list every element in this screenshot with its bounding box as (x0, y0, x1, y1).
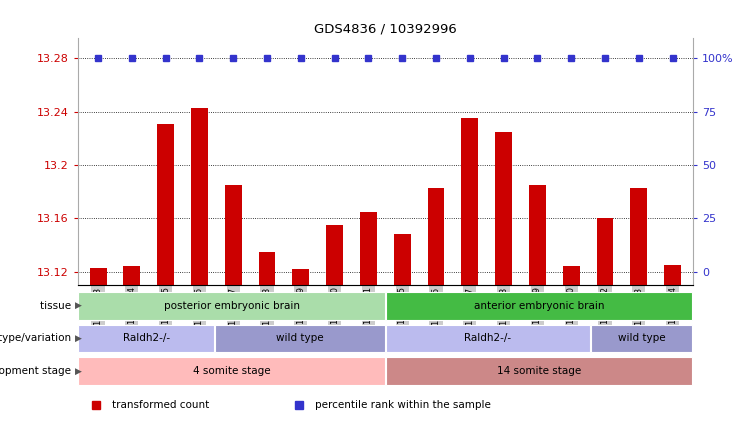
Bar (393, 234, 411, 285)
Bar (631, 188, 647, 285)
Text: 4 somite stage: 4 somite stage (193, 366, 270, 376)
Bar (124, 266, 140, 285)
Text: posterior embryonic brain: posterior embryonic brain (164, 301, 299, 311)
Text: Raldh2-/-: Raldh2-/- (122, 333, 170, 343)
Bar (360, 212, 377, 285)
Text: 14 somite stage: 14 somite stage (497, 366, 581, 376)
Text: ▶: ▶ (75, 334, 82, 343)
Bar (326, 225, 343, 285)
Bar (529, 185, 546, 285)
Text: development stage: development stage (0, 366, 74, 376)
Title: GDS4836 / 10392996: GDS4836 / 10392996 (314, 22, 456, 36)
Text: percentile rank within the sample: percentile rank within the sample (315, 400, 491, 410)
Bar (90, 268, 107, 285)
Text: ▶: ▶ (75, 366, 82, 376)
FancyBboxPatch shape (79, 325, 214, 352)
Bar (562, 266, 579, 285)
Text: anterior embryonic brain: anterior embryonic brain (473, 301, 605, 311)
Text: ▶: ▶ (75, 301, 82, 310)
Text: transformed count: transformed count (112, 400, 209, 410)
Text: tissue: tissue (40, 301, 74, 311)
Bar (495, 132, 512, 285)
Bar (259, 252, 276, 285)
Text: wild type: wild type (276, 333, 324, 343)
Text: Raldh2-/-: Raldh2-/- (465, 333, 511, 343)
Bar (157, 124, 174, 285)
Bar (462, 118, 478, 285)
Bar (191, 107, 208, 285)
FancyBboxPatch shape (215, 325, 385, 352)
Bar (664, 265, 681, 285)
FancyBboxPatch shape (386, 292, 692, 319)
FancyBboxPatch shape (79, 357, 385, 385)
FancyBboxPatch shape (591, 325, 692, 352)
Text: wild type: wild type (618, 333, 665, 343)
Bar (597, 218, 614, 285)
Text: genotype/variation: genotype/variation (0, 333, 74, 343)
Bar (428, 188, 445, 285)
FancyBboxPatch shape (79, 292, 385, 319)
FancyBboxPatch shape (386, 357, 692, 385)
Bar (293, 269, 309, 285)
Bar (225, 185, 242, 285)
FancyBboxPatch shape (386, 325, 590, 352)
